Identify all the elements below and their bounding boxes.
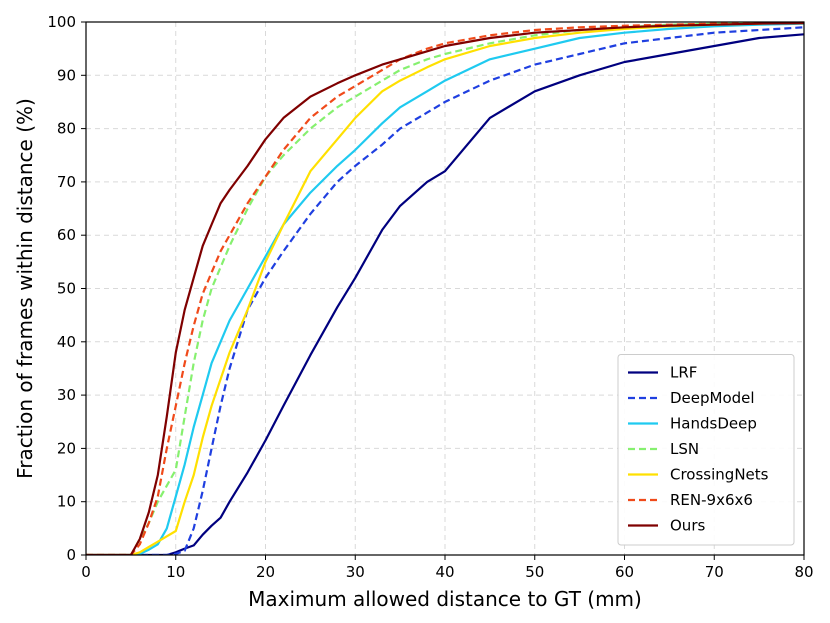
y-tick-label: 40 xyxy=(57,333,76,351)
y-tick-label: 0 xyxy=(66,546,76,564)
y-tick-label: 90 xyxy=(57,66,76,84)
series-line-lrf xyxy=(86,33,804,555)
legend: LRF DeepModel HandsDeep LSN CrossingNets REN-… xyxy=(617,354,795,546)
y-tick-label: 100 xyxy=(47,13,76,31)
x-tick-label: 50 xyxy=(525,563,544,581)
y-tick-label: 70 xyxy=(57,173,76,191)
y-tick-label: 60 xyxy=(57,226,76,244)
series-line-ren-9x6x6 xyxy=(86,21,804,555)
legend-label-crossingnets: CrossingNets xyxy=(670,466,769,484)
x-tick-label: 10 xyxy=(166,563,185,581)
legend-label-lrf: LRF xyxy=(670,364,697,382)
x-tick-label: 70 xyxy=(705,563,724,581)
y-tick-label: 30 xyxy=(57,386,76,404)
legend-label-ren-9x6x6: REN-9x6x6 xyxy=(670,491,753,509)
x-axis-label: Maximum allowed distance to GT (mm) xyxy=(248,587,642,611)
y-tick-label: 20 xyxy=(57,439,76,457)
series-line-crossingnets xyxy=(86,22,804,555)
legend-label-handsdeep: HandsDeep xyxy=(670,415,757,433)
y-tick-label: 80 xyxy=(57,120,76,138)
legend-label-lsn: LSN xyxy=(670,440,699,458)
legend-box xyxy=(617,354,795,546)
legend-label-deepmodel: DeepModel xyxy=(670,389,755,407)
series-line-deepmodel xyxy=(86,26,804,555)
y-tick-label: 50 xyxy=(57,280,76,298)
x-tick-label: 30 xyxy=(346,563,365,581)
x-tick-label: 20 xyxy=(256,563,275,581)
series-line-ours xyxy=(86,22,804,555)
y-axis-label: Fraction of frames within distance (%) xyxy=(13,98,37,479)
x-tick-label: 80 xyxy=(794,563,813,581)
x-tick-label: 0 xyxy=(81,563,91,581)
series-group xyxy=(86,21,804,555)
legend-label-ours: Ours xyxy=(670,517,705,535)
ticks: 0 10 20 30 40 50 60 70 80 0 10 20 30 40 50 60 70 80 90 100 xyxy=(47,13,813,581)
y-tick-label: 10 xyxy=(57,493,76,511)
x-tick-label: 60 xyxy=(615,563,634,581)
x-tick-label: 40 xyxy=(435,563,454,581)
